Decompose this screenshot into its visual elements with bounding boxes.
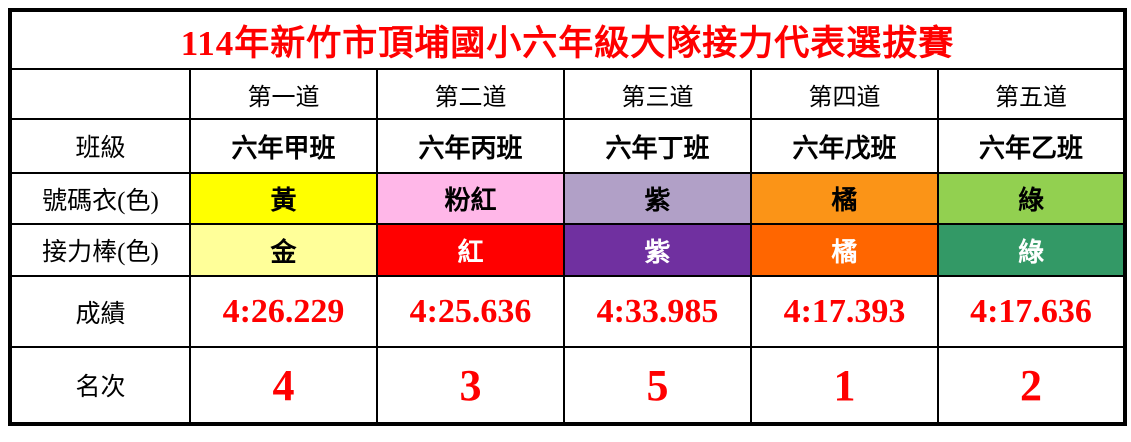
page-title: 114年新竹市頂埔國小六年級大隊接力代表選拔賽 — [8, 9, 1127, 70]
corner-cell — [9, 68, 191, 120]
row-label-bib: 號碼衣(色) — [9, 172, 191, 225]
bib-color-cell-1: 黃 — [189, 172, 378, 225]
rank-row: 名次 4 3 5 1 2 — [9, 346, 1127, 425]
score-cell-3: 4:33.985 — [563, 275, 752, 348]
row-label-baton: 接力棒(色) — [9, 223, 191, 277]
row-label-score: 成績 — [9, 275, 191, 348]
rank-cell-1: 4 — [189, 346, 378, 425]
baton-color-cell-5: 綠 — [936, 223, 1127, 277]
score-cell-1: 4:26.229 — [189, 275, 378, 348]
score-cell-2: 4:25.636 — [376, 275, 565, 348]
class-row: 班級 六年甲班 六年丙班 六年丁班 六年戊班 六年乙班 — [9, 118, 1127, 174]
baton-color-cell-2: 紅 — [376, 223, 565, 277]
lane-header-5: 第五道 — [936, 68, 1127, 120]
title-row: 114年新竹市頂埔國小六年級大隊接力代表選拔賽 — [8, 9, 1127, 70]
lane-header-3: 第三道 — [563, 68, 752, 120]
row-label-rank: 名次 — [9, 346, 191, 425]
class-cell-4: 六年戊班 — [750, 118, 939, 174]
baton-color-row: 接力棒(色) 金 紅 紫 橘 綠 — [9, 223, 1127, 277]
bib-color-cell-5: 綠 — [936, 172, 1127, 225]
rank-cell-2: 3 — [376, 346, 565, 425]
score-cell-5: 4:17.636 — [936, 275, 1127, 348]
lane-header-row: 第一道 第二道 第三道 第四道 第五道 — [9, 68, 1127, 120]
class-cell-1: 六年甲班 — [189, 118, 378, 174]
class-cell-2: 六年丙班 — [376, 118, 565, 174]
lane-header-2: 第二道 — [376, 68, 565, 120]
class-cell-5: 六年乙班 — [936, 118, 1127, 174]
score-row: 成績 4:26.229 4:25.636 4:33.985 4:17.393 4… — [9, 275, 1127, 348]
baton-color-cell-3: 紫 — [563, 223, 752, 277]
rank-cell-3: 5 — [563, 346, 752, 425]
bib-color-cell-3: 紫 — [563, 172, 752, 225]
lane-header-4: 第四道 — [750, 68, 939, 120]
score-cell-4: 4:17.393 — [750, 275, 939, 348]
baton-color-cell-1: 金 — [189, 223, 378, 277]
relay-results-table: 114年新竹市頂埔國小六年級大隊接力代表選拔賽 第一道 第二道 第三道 第四道 … — [8, 8, 1128, 426]
bib-color-cell-4: 橘 — [750, 172, 939, 225]
rank-cell-5: 2 — [936, 346, 1127, 425]
baton-color-cell-4: 橘 — [750, 223, 939, 277]
class-cell-3: 六年丁班 — [563, 118, 752, 174]
row-label-class: 班級 — [9, 118, 191, 174]
bib-color-row: 號碼衣(色) 黃 粉紅 紫 橘 綠 — [9, 172, 1127, 225]
lane-header-1: 第一道 — [189, 68, 378, 120]
bib-color-cell-2: 粉紅 — [376, 172, 565, 225]
rank-cell-4: 1 — [750, 346, 939, 425]
